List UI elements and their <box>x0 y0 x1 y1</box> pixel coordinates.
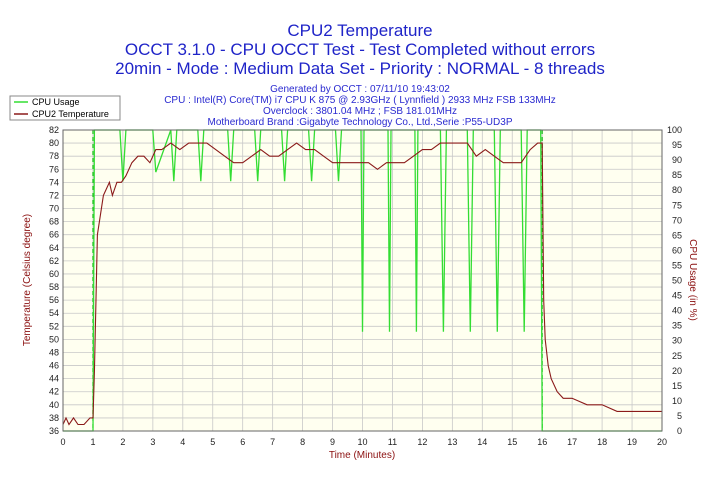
legend: CPU Usage CPU2 Temperature <box>9 95 121 121</box>
y-tick-label: 46 <box>49 361 59 371</box>
y2-tick-label: 25 <box>672 351 682 361</box>
y2-tick-label: 80 <box>672 185 682 195</box>
x-axis-ticks: 0 1 2 3 4 5 6 7 8 9 10 11 12 13 14 15 16 17 18 19 20 <box>60 437 667 447</box>
y-tick-label: 58 <box>49 282 59 292</box>
y-tick-label: 64 <box>49 243 59 253</box>
legend-usage-label: CPU Usage <box>32 97 80 107</box>
y-tick-label: 76 <box>49 164 59 174</box>
motherboard-info: Motherboard Brand :Gigabyte Technology C… <box>208 117 513 128</box>
x-tick-label: 7 <box>270 437 275 447</box>
y2-tick-label: 15 <box>672 381 682 391</box>
y2-tick-label: 20 <box>672 366 682 376</box>
x-tick-label: 3 <box>150 437 155 447</box>
chart-title: CPU2 Temperature <box>287 21 432 40</box>
x-tick-label: 18 <box>597 437 607 447</box>
y-tick-label: 52 <box>49 321 59 331</box>
overclock-info: Overclock : 3801.04 MHz ; FSB 181.01MHz <box>263 106 457 117</box>
y-tick-label: 68 <box>49 217 59 227</box>
y-tick-label: 44 <box>49 374 59 384</box>
y-axis-label: Temperature (Celsius degree) <box>22 214 33 346</box>
y-tick-label: 42 <box>49 387 59 397</box>
y-tick-label: 54 <box>49 308 59 318</box>
y-tick-label: 62 <box>49 256 59 266</box>
y-tick-label: 60 <box>49 269 59 279</box>
y-tick-label: 40 <box>49 400 59 410</box>
x-tick-label: 1 <box>90 437 95 447</box>
x-tick-label: 14 <box>477 437 487 447</box>
x-tick-label: 8 <box>300 437 305 447</box>
legend-temp-label: CPU2 Temperature <box>32 109 109 119</box>
y-tick-label: 70 <box>49 204 59 214</box>
y-tick-label: 56 <box>49 295 59 305</box>
y-tick-label: 78 <box>49 151 59 161</box>
y2-tick-label: 40 <box>672 306 682 316</box>
y2-tick-label: 95 <box>672 140 682 150</box>
plot-border <box>62 129 663 432</box>
legend-box <box>9 95 121 121</box>
generated-info: Generated by OCCT : 07/11/10 19:43:02 <box>270 84 450 95</box>
y2-tick-label: 10 <box>672 396 682 406</box>
chart-mode-line: 20min - Mode : Medium Data Set - Priorit… <box>115 59 605 78</box>
y2-tick-label: 90 <box>672 155 682 165</box>
cpu-info: CPU : Intel(R) Core(TM) i7 CPU K 875 @ 2… <box>164 95 556 106</box>
y2-axis-label: CPU Usage (in %) <box>687 239 698 321</box>
y2-tick-label: 35 <box>672 321 682 331</box>
y2-tick-label: 30 <box>672 336 682 346</box>
chart-subtitle: OCCT 3.1.0 - CPU OCCT Test - Test Comple… <box>125 40 595 59</box>
y-tick-label: 82 <box>49 125 59 135</box>
y2-tick-label: 55 <box>672 260 682 270</box>
y2-tick-label: 100 <box>667 125 682 135</box>
y2-tick-label: 75 <box>672 200 682 210</box>
x-tick-label: 16 <box>537 437 547 447</box>
y-tick-label: 50 <box>49 334 59 344</box>
y-tick-label: 74 <box>49 177 59 187</box>
x-tick-label: 2 <box>120 437 125 447</box>
x-tick-label: 17 <box>567 437 577 447</box>
y-tick-label: 72 <box>49 190 59 200</box>
x-tick-label: 15 <box>507 437 517 447</box>
x-axis-label: Time (Minutes) <box>329 450 395 461</box>
x-tick-label: 6 <box>240 437 245 447</box>
x-tick-label: 19 <box>627 437 637 447</box>
x-tick-label: 10 <box>357 437 367 447</box>
y2-tick-label: 50 <box>672 276 682 286</box>
x-tick-label: 12 <box>417 437 427 447</box>
series-line-cpu2-temperature <box>62 142 662 426</box>
y2-axis-ticks: 0 5 10 15 20 25 30 35 40 45 50 55 60 65 70 75 80 85 90 95 10… <box>667 125 682 436</box>
y-axis-ticks: 36 38 40 42 44 46 48 50 52 54 56 58 60 62 64 66 68 70 72 74… <box>49 125 59 436</box>
y-tick-label: 66 <box>49 230 59 240</box>
x-tick-label: 5 <box>210 437 215 447</box>
y2-tick-label: 0 <box>677 426 682 436</box>
y-tick-label: 80 <box>49 138 59 148</box>
x-tick-label: 11 <box>388 437 397 447</box>
y-tick-label: 48 <box>49 347 59 357</box>
y2-tick-label: 65 <box>672 230 682 240</box>
y2-tick-label: 70 <box>672 215 682 225</box>
x-tick-label: 0 <box>60 437 65 447</box>
y-tick-label: 38 <box>49 413 59 423</box>
x-tick-label: 20 <box>657 437 667 447</box>
y2-tick-label: 60 <box>672 245 682 255</box>
y2-tick-label: 85 <box>672 170 682 180</box>
y-tick-label: 36 <box>49 426 59 436</box>
y2-tick-label: 5 <box>677 411 682 421</box>
x-tick-label: 9 <box>330 437 335 447</box>
y2-tick-label: 45 <box>672 291 682 301</box>
x-tick-label: 4 <box>180 437 185 447</box>
x-tick-label: 13 <box>447 437 457 447</box>
